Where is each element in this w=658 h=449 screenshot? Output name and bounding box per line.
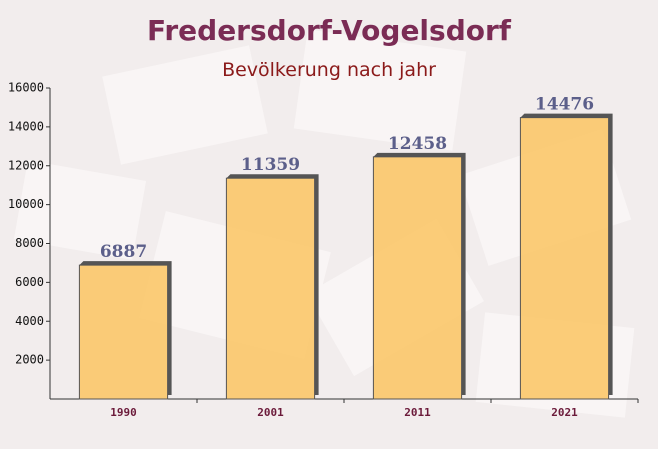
- bar: [225, 177, 316, 400]
- x-tick-label: 2001: [257, 406, 284, 419]
- x-tick-label: 2021: [551, 406, 578, 419]
- value-label: 12458: [388, 134, 447, 154]
- y-tick-label: 8000: [15, 236, 44, 250]
- bar: [519, 117, 610, 400]
- bar: [78, 264, 169, 400]
- y-tick-label: 4000: [15, 314, 44, 328]
- y-tick-label: 6000: [15, 275, 44, 289]
- bar: [372, 156, 463, 400]
- y-tick-label: 14000: [8, 119, 44, 133]
- y-tick-label: 10000: [8, 197, 44, 211]
- x-tick-label: 2011: [404, 406, 431, 419]
- y-tick-label: 16000: [8, 81, 44, 95]
- chart-title: Fredersdorf-Vogelsdorf: [147, 14, 512, 47]
- chart-subtitle: Bevölkerung nach jahr: [222, 59, 436, 81]
- x-tick-label: 1990: [110, 406, 137, 419]
- y-tick-label: 12000: [8, 158, 44, 172]
- y-tick-label: 2000: [15, 353, 44, 367]
- value-label: 14476: [535, 95, 594, 115]
- value-label: 6887: [100, 242, 147, 262]
- value-label: 11359: [241, 155, 300, 175]
